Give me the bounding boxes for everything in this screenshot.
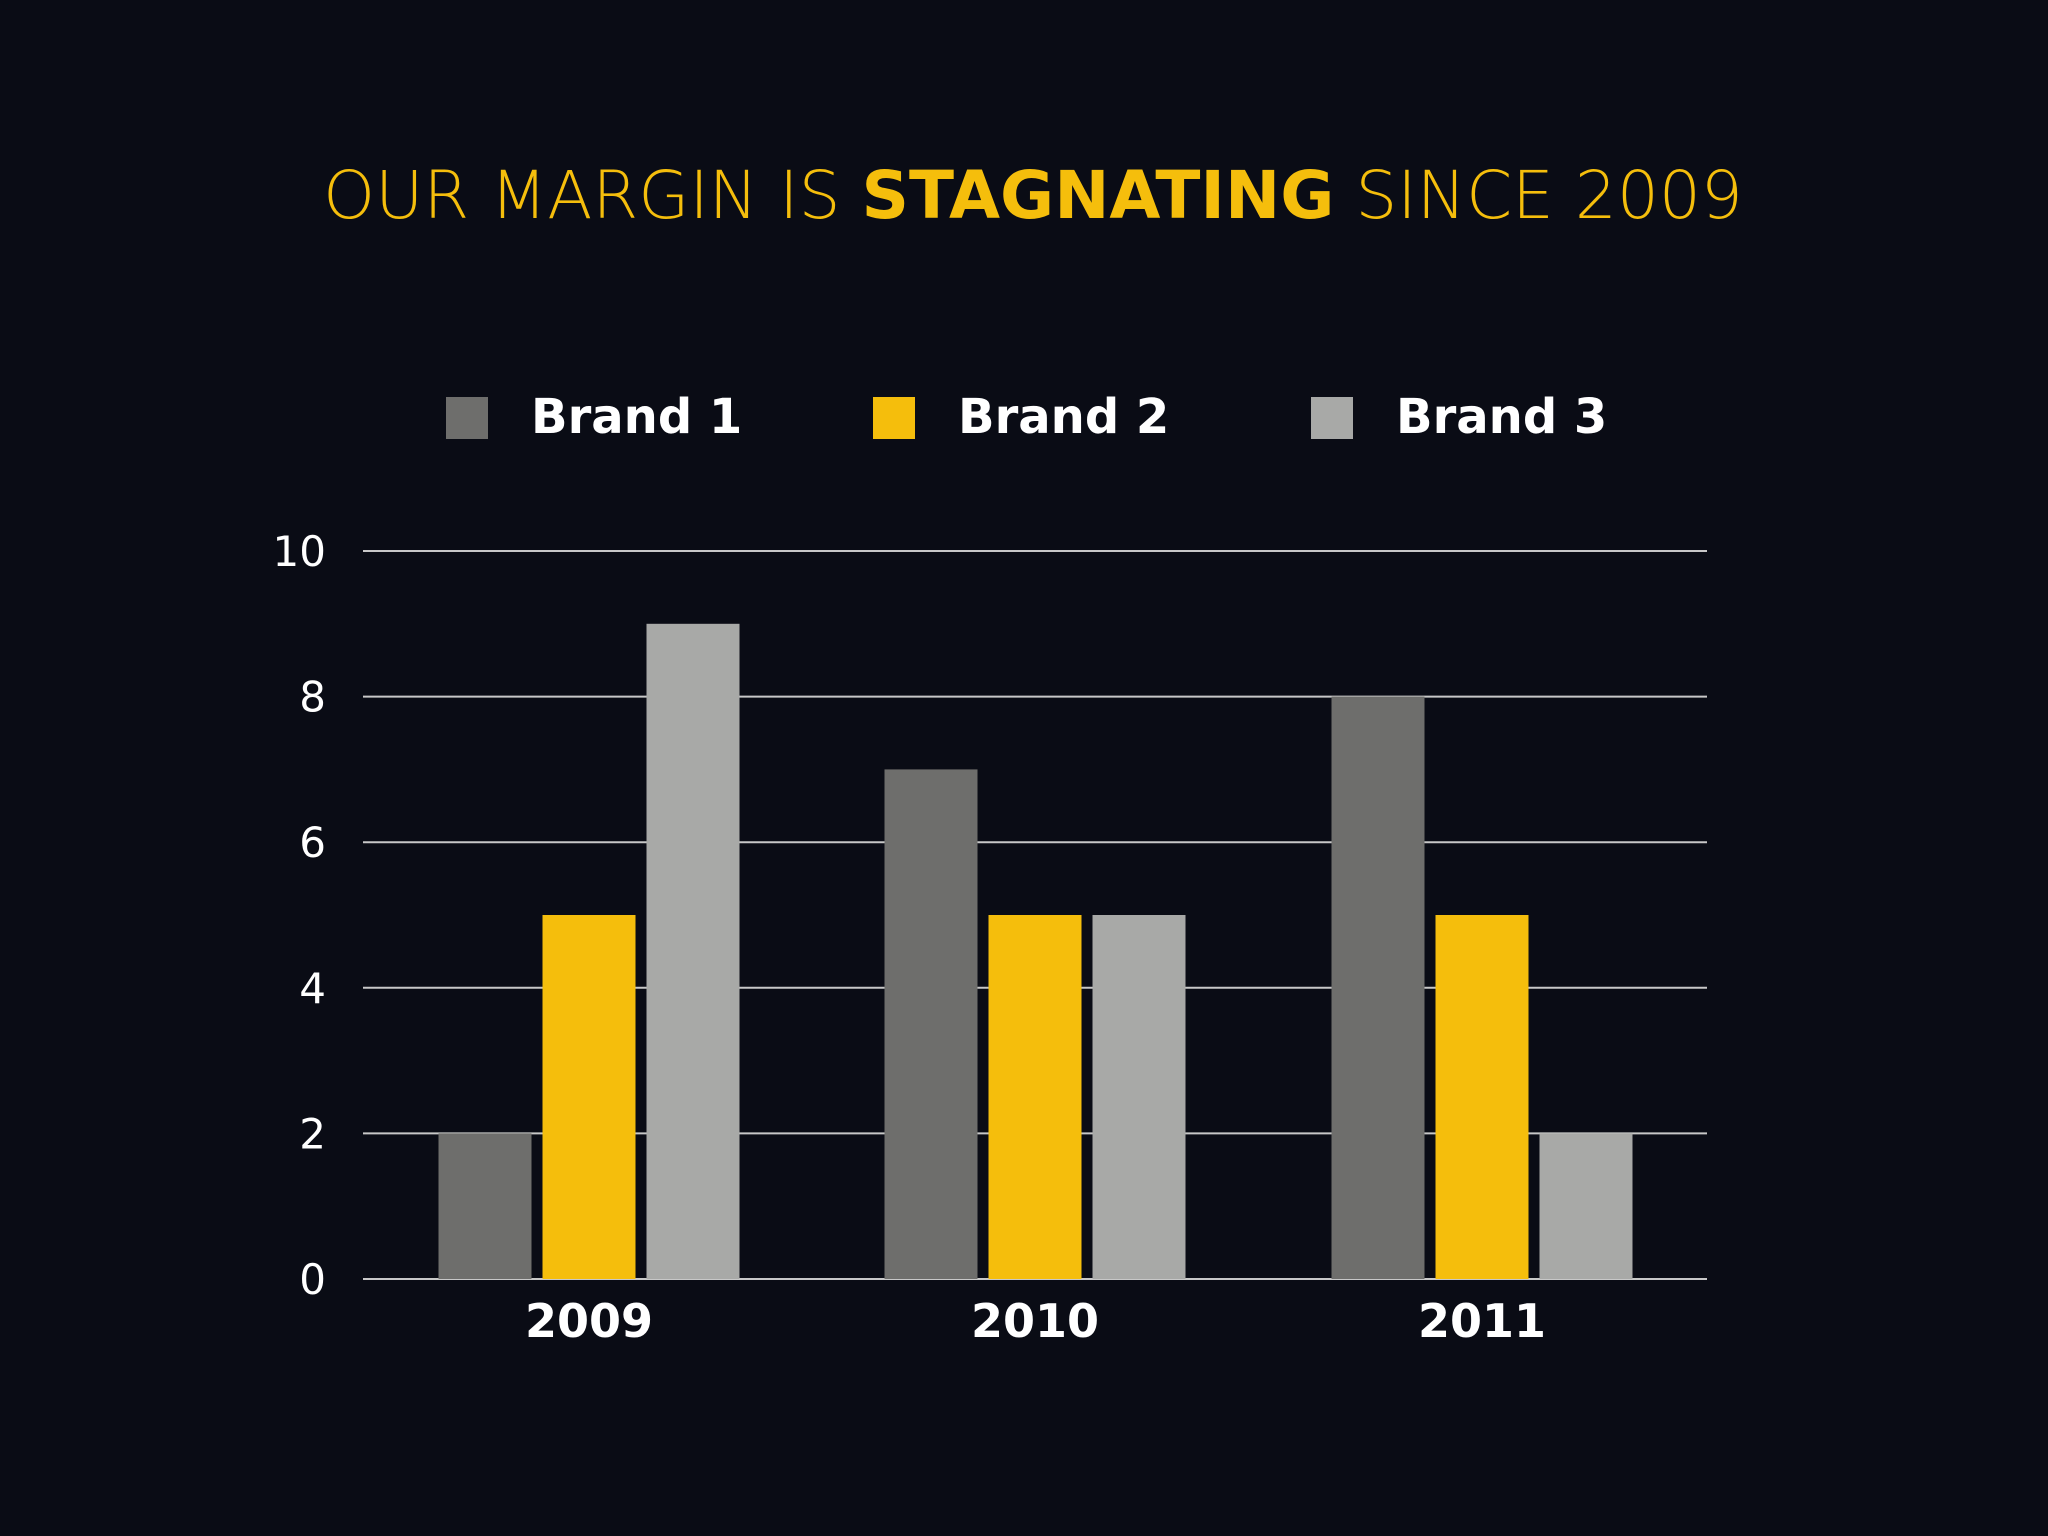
legend-label: Brand 2 xyxy=(958,389,1169,445)
legend-label: Brand 3 xyxy=(1396,389,1607,445)
x-tick-label: 2009 xyxy=(525,1294,653,1348)
bar-brand-3-2009 xyxy=(646,623,740,1279)
legend-item: Brand 2 xyxy=(873,389,1169,445)
bar-brand-1-2011 xyxy=(1331,696,1425,1279)
x-tick-label: 2011 xyxy=(1418,1294,1546,1348)
y-tick-label: 6 xyxy=(299,818,326,867)
y-tick-label: 0 xyxy=(299,1255,326,1304)
x-axis: 2009 2010 2011 xyxy=(525,1294,1546,1348)
bar-brand-1-2009 xyxy=(438,1133,532,1279)
legend-swatch xyxy=(446,397,488,439)
chart-title: OUR MARGIN IS STAGNATING SINCE 2009 xyxy=(323,157,1743,234)
bar-brand-1-2010 xyxy=(884,769,978,1279)
legend-item: Brand 1 xyxy=(446,389,742,445)
legend-label: Brand 1 xyxy=(531,389,742,445)
legend-swatch xyxy=(873,397,915,439)
bar-brand-2-2010 xyxy=(988,915,1082,1279)
legend: Brand 1 Brand 2 Brand 3 xyxy=(446,389,1607,445)
y-tick-label: 8 xyxy=(299,673,326,722)
y-tick-label: 10 xyxy=(273,527,326,576)
legend-item: Brand 3 xyxy=(1311,389,1607,445)
bar-brand-2-2011 xyxy=(1435,915,1529,1279)
x-tick-label: 2010 xyxy=(971,1294,1099,1348)
bars xyxy=(438,623,1633,1279)
bar-brand-3-2010 xyxy=(1092,915,1186,1279)
chart-title-emphasis: STAGNATING xyxy=(862,157,1335,234)
bar-brand-3-2011 xyxy=(1539,1133,1633,1279)
y-tick-label: 2 xyxy=(299,1109,326,1158)
chart-title-suffix: SINCE 2009 xyxy=(1334,157,1742,234)
bar-brand-2-2009 xyxy=(542,915,636,1279)
chart-title-prefix: OUR MARGIN IS xyxy=(323,157,861,234)
y-tick-label: 4 xyxy=(299,964,326,1013)
legend-swatch xyxy=(1311,397,1353,439)
y-axis: 0 2 4 6 8 10 xyxy=(273,527,326,1304)
